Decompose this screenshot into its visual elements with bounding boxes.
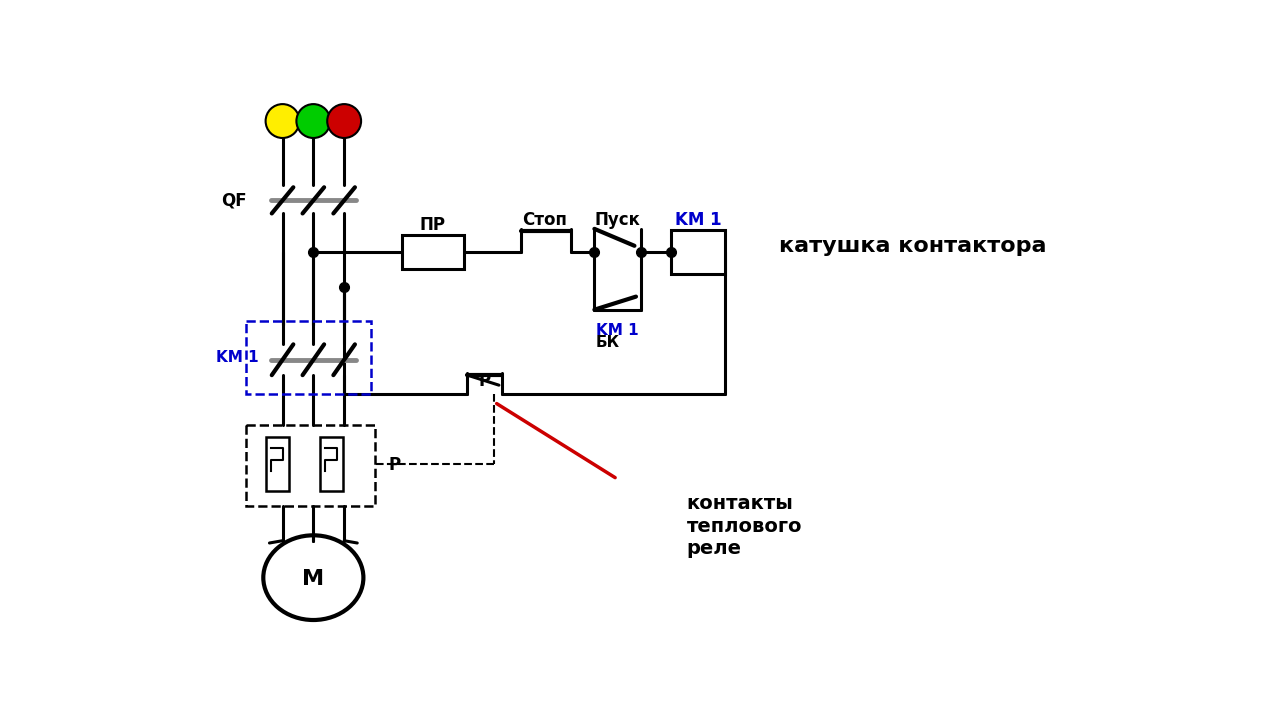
Circle shape bbox=[328, 104, 361, 138]
Text: KM 1: KM 1 bbox=[216, 350, 259, 365]
Text: A: A bbox=[276, 110, 289, 128]
Text: БК: БК bbox=[596, 335, 620, 350]
Text: катушка контактора: катушка контактора bbox=[780, 235, 1047, 256]
Circle shape bbox=[297, 104, 330, 138]
Text: QF: QF bbox=[220, 192, 246, 210]
Text: Стоп: Стоп bbox=[522, 211, 567, 229]
Text: M: M bbox=[302, 570, 324, 589]
Text: контакты
теплового
реле: контакты теплового реле bbox=[687, 495, 803, 557]
Text: C: C bbox=[338, 110, 351, 128]
Bar bbox=[246, 321, 371, 395]
Text: P: P bbox=[389, 456, 401, 474]
Text: P: P bbox=[479, 372, 490, 390]
Circle shape bbox=[266, 104, 300, 138]
Text: ПР: ПР bbox=[420, 216, 445, 234]
Bar bbox=[402, 235, 463, 269]
Text: KM 1: KM 1 bbox=[596, 323, 639, 338]
Text: KM 1: KM 1 bbox=[675, 211, 722, 229]
Bar bbox=[266, 437, 289, 490]
Text: B: B bbox=[307, 110, 320, 128]
Text: Пуск: Пуск bbox=[595, 211, 640, 229]
Bar bbox=[246, 426, 375, 506]
Bar bbox=[672, 230, 726, 274]
Bar bbox=[320, 437, 343, 490]
